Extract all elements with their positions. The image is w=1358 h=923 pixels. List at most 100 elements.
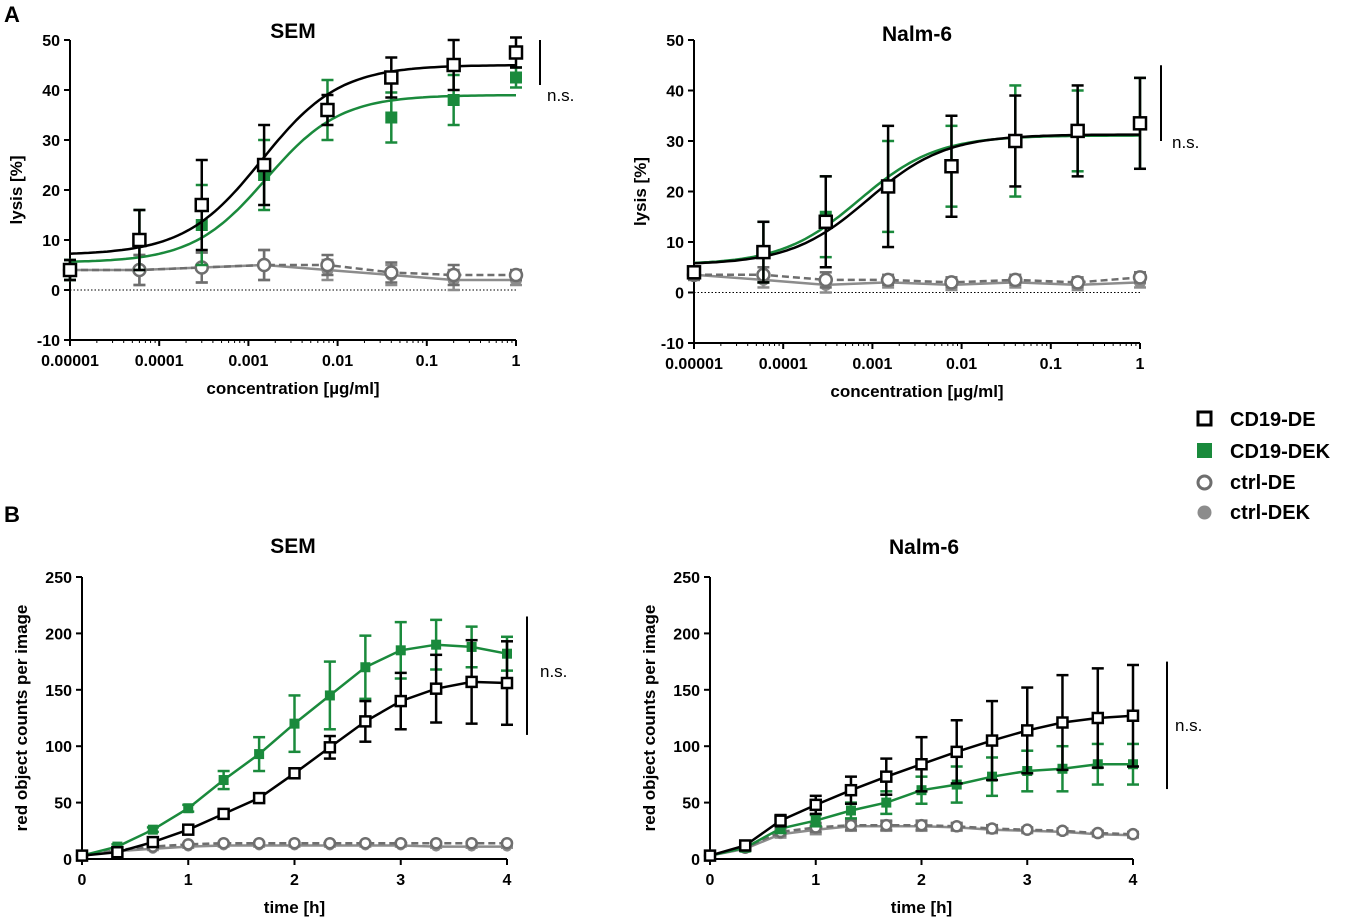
y-axis-label: lysis [%]: [7, 156, 26, 225]
significance-label: n.s.: [1172, 133, 1199, 152]
data-point: [818, 214, 834, 230]
data-point: [915, 818, 928, 832]
x-tick-label: 1: [512, 353, 521, 370]
series-cd19-de: [75, 638, 514, 862]
y-tick-label: 30: [42, 133, 60, 150]
data-point: [194, 197, 210, 213]
data-point: [1126, 827, 1140, 841]
y-tick-label: 0: [675, 286, 684, 303]
y-tick-label: 200: [45, 626, 72, 643]
data-point: [182, 823, 195, 836]
legend: CD19-DE CD19-DEK ctrl-DE ctrl-DEK: [1196, 409, 1331, 524]
y-axis-label: lysis [%]: [631, 157, 650, 226]
data-point: [289, 718, 300, 729]
chart-b-sem: SEM 0 50 100 150 200 250 0 1 2 3 4 time [h] red objec…: [12, 535, 567, 917]
legend-label: CD19-DEK: [1230, 441, 1331, 463]
data-point: [944, 159, 959, 174]
data-point: [1021, 823, 1034, 836]
data-point: [394, 694, 407, 708]
data-point: [950, 820, 963, 833]
data-point: [465, 836, 478, 850]
legend-label: ctrl-DE: [1230, 472, 1296, 494]
series-cd19-de: [62, 36, 524, 282]
data-point: [1070, 123, 1085, 139]
x-tick-label: 0.0001: [759, 356, 808, 373]
series-ctrl-de: [62, 248, 524, 287]
data-point: [217, 807, 230, 821]
series-cd19-dek: [76, 618, 513, 861]
data-point: [1132, 116, 1148, 131]
data-point: [385, 111, 398, 124]
data-point: [359, 715, 372, 728]
data-point: [132, 232, 147, 248]
series-line: [70, 263, 516, 277]
data-point: [324, 690, 335, 701]
x-tick-label: 1: [811, 872, 820, 889]
data-point: [1008, 133, 1023, 149]
y-tick-label: 0: [51, 283, 60, 300]
panel-label-a: A: [4, 2, 20, 27]
data-point: [774, 814, 787, 827]
y-tick-label: 50: [682, 796, 700, 813]
y-tick-label: 250: [45, 570, 72, 587]
y-tick-label: 10: [666, 235, 684, 252]
y-tick-label: -10: [37, 333, 60, 350]
x-tick-label: 1: [184, 872, 193, 889]
data-point: [510, 71, 522, 84]
y-tick-label: 20: [42, 183, 60, 200]
data-point: [256, 157, 272, 173]
data-point: [218, 775, 229, 786]
y-tick-label: 50: [666, 33, 684, 50]
x-tick-label: 0.001: [228, 353, 268, 370]
y-tick-label: 50: [42, 33, 60, 50]
chart-title: SEM: [270, 535, 316, 558]
x-tick-label: 0.1: [416, 353, 438, 370]
series-ctrl-de: [686, 266, 1148, 290]
y-axis-label: red object counts per image: [12, 605, 31, 832]
series-line: [693, 273, 1141, 287]
y-tick-label: 150: [673, 683, 700, 700]
data-point: [1091, 711, 1105, 725]
data-point: [465, 675, 478, 689]
data-point: [182, 838, 195, 851]
series-ctrl-de: [703, 818, 1140, 862]
data-point: [880, 770, 893, 783]
data-point: [288, 836, 301, 850]
legend-item-cd19-dek: CD19-DEK: [1197, 441, 1331, 463]
data-point: [384, 70, 399, 85]
data-point: [944, 275, 959, 290]
data-point: [1056, 716, 1069, 729]
open-square-icon: [1196, 410, 1213, 427]
x-tick-label: 2: [290, 872, 299, 889]
data-point: [985, 734, 999, 747]
chart-b-nalm6: Nalm-6 0 50 100 150 200 250 0 1 2 3 4 time [h] red ob…: [640, 536, 1202, 917]
y-tick-label: 200: [673, 626, 700, 643]
x-tick-label: 0.1: [1040, 356, 1062, 373]
legend-label: CD19-DE: [1230, 409, 1316, 431]
data-point: [217, 836, 230, 850]
data-point: [950, 745, 963, 759]
data-point: [500, 836, 514, 850]
y-tick-label: 100: [673, 739, 700, 756]
x-axis-label: concentration [µg/ml]: [206, 379, 379, 398]
data-point: [359, 836, 372, 850]
data-point: [500, 676, 514, 690]
data-point: [256, 257, 272, 273]
y-tick-label: 0: [63, 852, 72, 869]
series-line: [694, 273, 1141, 284]
significance-label: n.s.: [1175, 716, 1202, 735]
chart-a-sem: SEM -10 0 10 20 30 40 50 0.00001 0.0001 0.001 0.01 0…: [7, 20, 574, 398]
y-tick-label: 250: [673, 570, 700, 587]
x-tick-label: 0.01: [946, 356, 977, 373]
data-point: [985, 822, 999, 835]
data-point: [323, 836, 337, 850]
data-point: [111, 845, 124, 859]
chart-title: Nalm-6: [882, 23, 952, 46]
data-point: [252, 836, 266, 850]
y-tick-label: 10: [42, 233, 60, 250]
data-point: [446, 267, 461, 283]
data-point: [844, 818, 858, 832]
chart-title: Nalm-6: [889, 536, 959, 559]
data-point: [1021, 724, 1034, 737]
y-tick-label: 20: [666, 185, 684, 202]
